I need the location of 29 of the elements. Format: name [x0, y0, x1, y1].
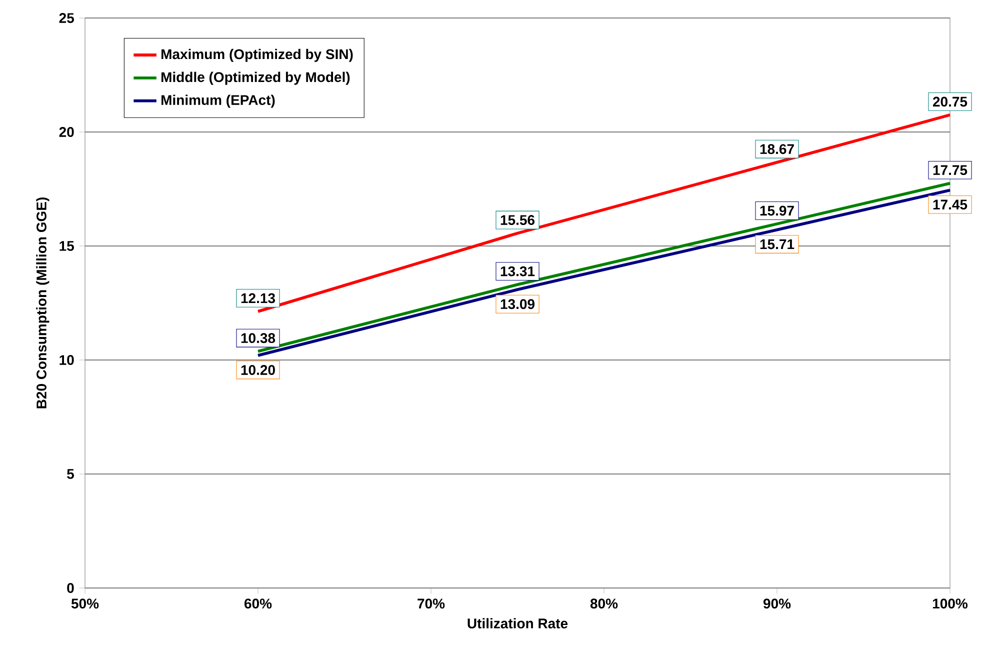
y-tick-label: 5 — [67, 469, 74, 479]
data-label: 10.38 — [241, 333, 276, 344]
x-axis-title: Utilization Rate — [468, 618, 568, 628]
data-label: 20.75 — [932, 96, 968, 107]
y-tick-label: 10 — [60, 355, 74, 365]
x-tick-label: 50% — [71, 598, 99, 609]
y-tick-label: 0 — [67, 583, 74, 593]
x-tick-label: 60% — [244, 598, 272, 609]
y-tick-label: 25 — [59, 13, 74, 23]
data-label: 18.67 — [760, 144, 794, 154]
data-label: 13.09 — [500, 299, 534, 310]
data-label: 12.13 — [241, 293, 276, 304]
legend-label: Middle (Optimized by Model) — [161, 72, 350, 85]
x-tick-label: 100% — [932, 598, 968, 609]
y-axis-title: B20 Consumption (Million GGE) — [36, 198, 50, 408]
data-label: 10.20 — [241, 365, 275, 375]
data-label: 15.71 — [760, 239, 794, 250]
y-tick-label: 20 — [59, 127, 74, 137]
data-label: 15.97 — [760, 206, 794, 216]
data-label: 17.45 — [933, 200, 968, 210]
data-label: 13.31 — [500, 266, 535, 276]
x-tick-label: 70% — [418, 598, 445, 609]
legend-label: Minimum (EPAct) — [161, 94, 275, 108]
data-label: 17.75 — [933, 165, 968, 176]
legend-label: Maximum (Optimized by SIN) — [161, 48, 353, 62]
x-tick-label: 90% — [763, 598, 791, 609]
x-tick-label: 80% — [590, 598, 618, 609]
y-tick-label: 15 — [60, 241, 74, 251]
data-label: 15.56 — [500, 215, 535, 225]
